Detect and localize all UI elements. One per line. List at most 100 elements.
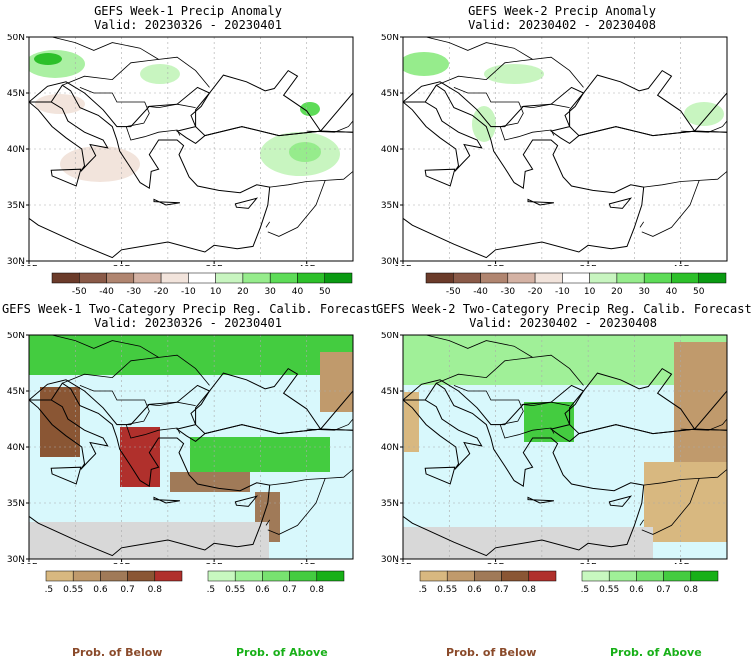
colorbar-label: 0.5	[580, 585, 589, 594]
colorbar-swatch	[419, 570, 448, 582]
colorbar-swatch	[316, 570, 345, 582]
lon-label: 10E	[394, 265, 411, 266]
colorbar-swatch	[207, 570, 236, 582]
lon-label: 20E	[113, 563, 130, 564]
colorbar-label: 0.55	[599, 585, 619, 594]
colorbar-swatch	[663, 570, 692, 582]
colorbar-swatch	[160, 272, 189, 284]
colorbar-label: 50	[319, 287, 331, 296]
colorbar-swatch	[242, 272, 271, 284]
colorbar-swatch	[100, 570, 128, 582]
colorbar-label: -50	[72, 287, 87, 296]
lon-label: 30E	[580, 563, 597, 564]
colorbar-label: 40	[666, 287, 678, 296]
colorbar-swatch	[562, 272, 590, 284]
colorbar-swatch	[581, 570, 610, 582]
above-colorbar-1: 0.5 0.55 0.6 0.7 0.8	[206, 570, 345, 594]
colorbar-swatch	[446, 570, 475, 582]
colorbar-label: 0.8	[148, 585, 163, 594]
colorbar-swatch	[608, 570, 637, 582]
colorbar-swatch	[474, 570, 502, 582]
above-colorbar-2: 0.5 0.55 0.6 0.7 0.8	[580, 570, 719, 594]
lat-label: 50N	[7, 332, 25, 341]
colorbar-label: -20	[154, 287, 169, 296]
lon-label: 20E	[487, 563, 504, 564]
colorbar-swatch	[45, 570, 74, 582]
panel4-title: GEFS Week-2 Two-Category Precip Reg. Cal…	[376, 302, 752, 330]
colorbar-swatch	[234, 570, 263, 582]
below-colorbar-2: 0.5 0.55 0.6 0.7 0.8	[418, 570, 557, 594]
below-colorbar-1: 0.5 0.55 0.6 0.7 0.8	[44, 570, 183, 594]
map-week2-anomaly: 30N 35N 40N 45N 50N 10E 20E 30E 40E	[381, 34, 728, 266]
colorbar-swatch	[671, 272, 699, 284]
lat-label: 50N	[7, 34, 25, 43]
lat-label: 30N	[7, 257, 25, 266]
colorbar-label: 0.5	[44, 585, 53, 594]
lon-label: 40E	[672, 563, 689, 564]
colorbar-label: 0.55	[63, 585, 83, 594]
colorbar-swatch	[72, 570, 101, 582]
lon-label: 40E	[298, 563, 315, 564]
lat-label: 35N	[7, 201, 25, 211]
colorbar-label: -10	[181, 287, 196, 296]
colorbar-label: 0.6	[467, 585, 482, 594]
colorbar-swatch	[51, 272, 80, 284]
lat-label: 45N	[7, 387, 25, 397]
lon-label: 30E	[580, 265, 597, 266]
lat-label: 30N	[381, 257, 399, 266]
lat-label: 40N	[7, 443, 25, 453]
colorbar-label: 40	[292, 287, 304, 296]
lon-label: 10E	[394, 563, 411, 564]
lat-label: 30N	[381, 555, 399, 564]
map-week1-probability: 30N 35N 40N 45N 50N 10E 20E 30E 40E	[7, 332, 354, 564]
map-week2-probability: 30N 35N 40N 45N 50N 10E 20E 30E 40E	[381, 332, 728, 564]
panel1-title: GEFS Week-1 Precip Anomaly Valid: 2023032…	[94, 4, 282, 32]
colorbar-label: 20	[611, 287, 623, 296]
colorbar-label: 0.5	[206, 585, 215, 594]
prob-below-label-2: Prob. of Below	[446, 646, 537, 659]
colorbar-label: 0.6	[255, 585, 270, 594]
lon-label: 40E	[298, 265, 315, 266]
lat-label: 50N	[381, 34, 399, 43]
lon-label: 10E	[20, 563, 37, 564]
colorbar-swatch	[616, 272, 645, 284]
colorbar-swatch	[106, 272, 135, 284]
colorbar-swatch	[269, 272, 298, 284]
colorbar-swatch	[154, 570, 183, 582]
lon-label: 10E	[20, 265, 37, 266]
colorbar-swatch	[480, 272, 509, 284]
colorbar-label: 0.55	[437, 585, 457, 594]
colorbar-swatch	[534, 272, 563, 284]
colorbar-label: 20	[237, 287, 249, 296]
prob-below-label-1: Prob. of Below	[72, 646, 163, 659]
colorbar-swatch	[188, 272, 216, 284]
colorbar-label: 0.8	[684, 585, 699, 594]
colorbar-swatch	[425, 272, 454, 284]
colorbar-swatch	[297, 272, 325, 284]
colorbar-label: -10	[555, 287, 570, 296]
colorbar-label: 0.6	[93, 585, 108, 594]
colorbar-swatch	[79, 272, 107, 284]
lat-label: 45N	[381, 387, 399, 397]
colorbar-label: 30	[264, 287, 276, 296]
colorbar-label: 50	[693, 287, 705, 296]
colorbar-swatch	[690, 570, 719, 582]
colorbar-swatch	[127, 570, 156, 582]
colorbar-swatch	[636, 570, 664, 582]
colorbar-label: 0.6	[629, 585, 644, 594]
anomaly-colorbar-2: -50 -40 -30 -20 -10 10 20 30 40 50	[425, 272, 727, 296]
colorbar-label: 0.7	[494, 585, 508, 594]
colorbar-label: 30	[638, 287, 650, 296]
lat-label: 45N	[381, 89, 399, 99]
lat-label: 35N	[381, 201, 399, 211]
colorbar-label: -30	[500, 287, 515, 296]
colorbar-label: 10	[210, 287, 222, 296]
lat-label: 35N	[7, 499, 25, 509]
colorbar-swatch	[698, 272, 727, 284]
lon-label: 20E	[113, 265, 130, 266]
lat-label: 50N	[381, 332, 399, 341]
colorbar-swatch	[507, 272, 536, 284]
anomaly-colorbar-1: -50 -40 -30 -20 -10 10 20 30 40 50	[51, 272, 353, 296]
colorbar-swatch	[289, 570, 318, 582]
colorbar-label: -30	[126, 287, 141, 296]
